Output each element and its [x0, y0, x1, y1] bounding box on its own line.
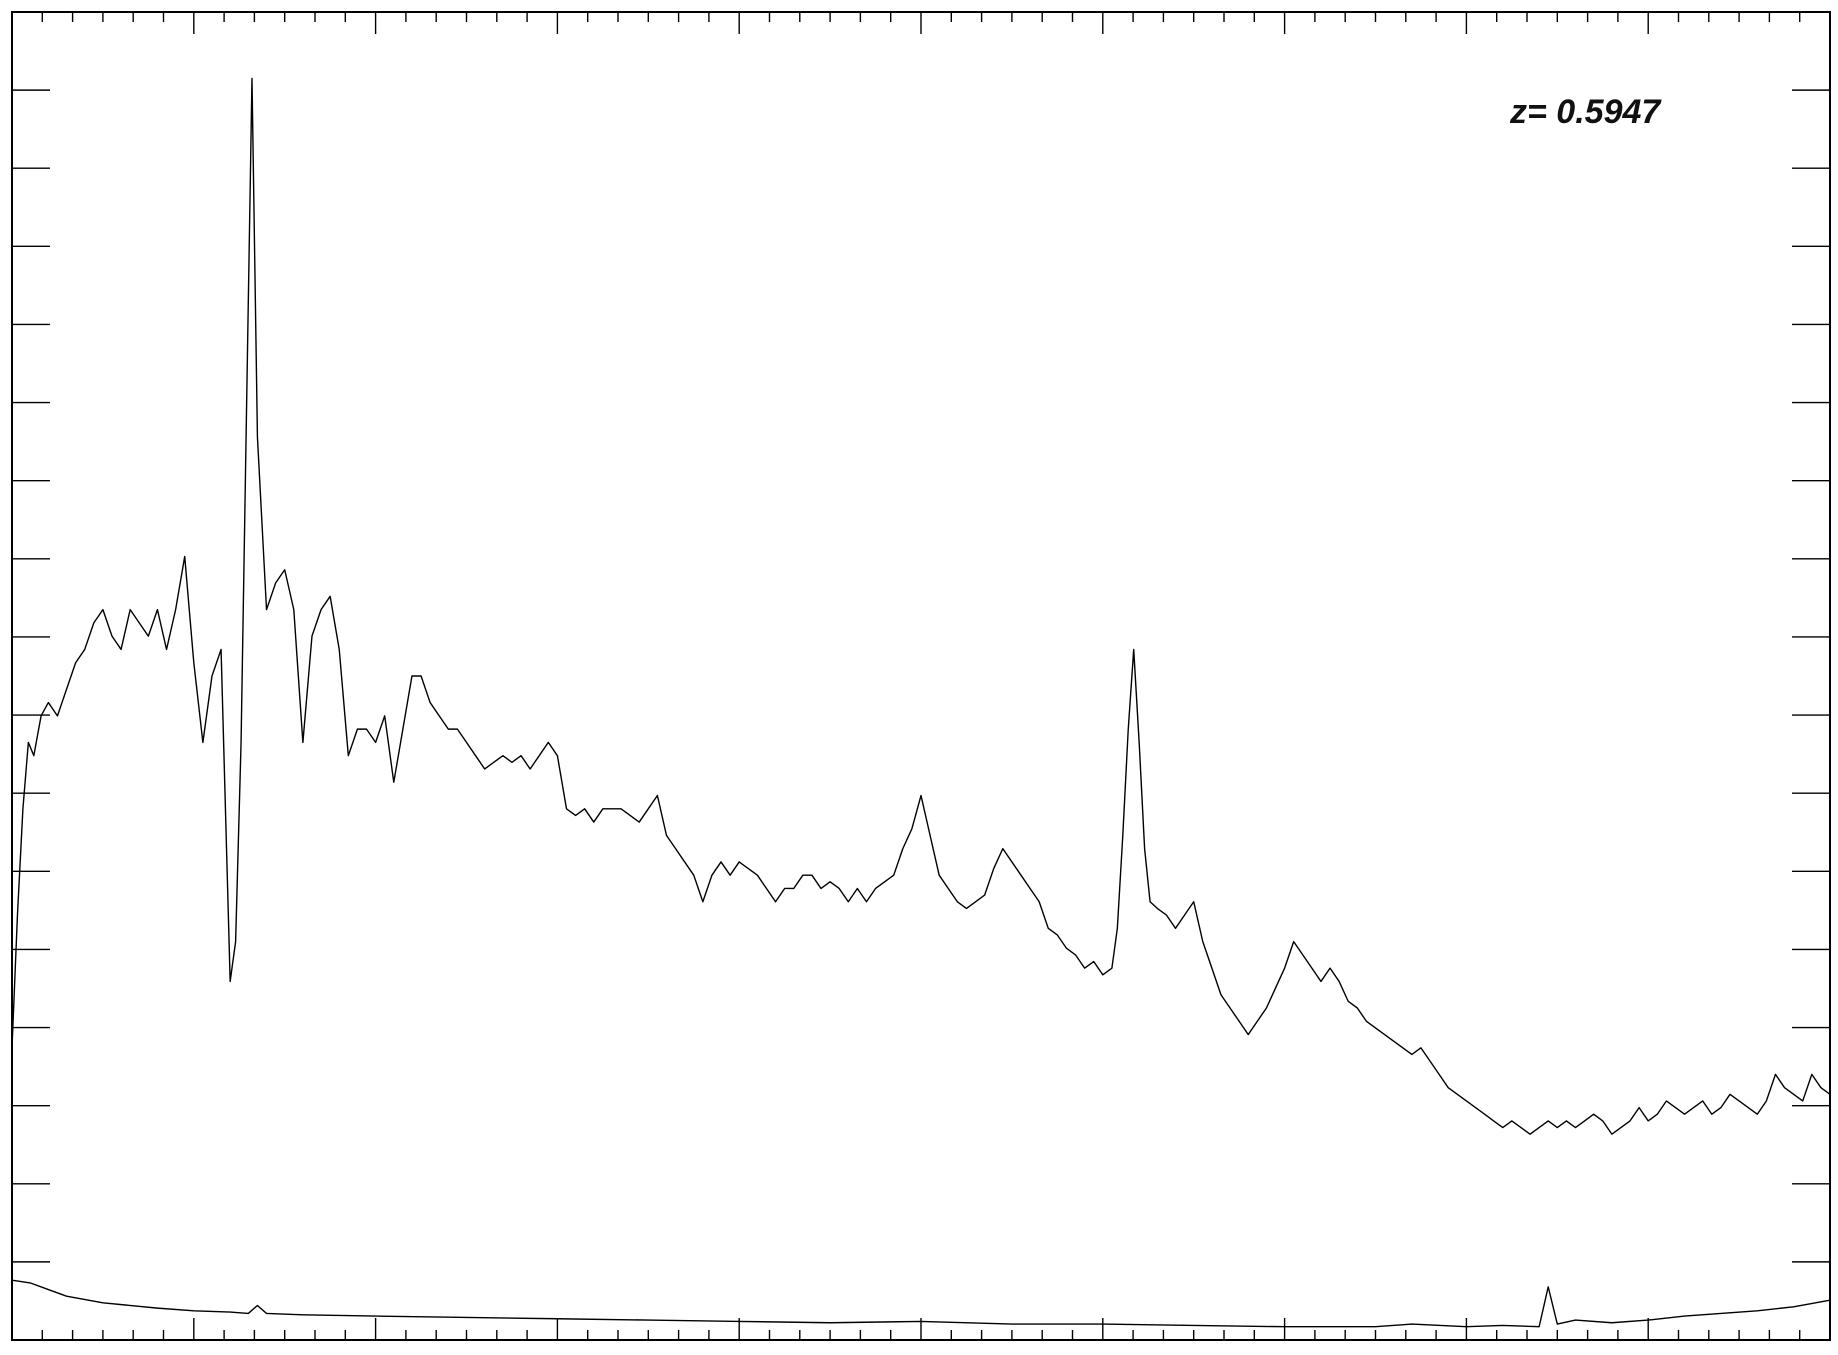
spectrum-series	[11, 77, 1831, 1135]
axis-ticks	[11, 11, 1831, 1341]
redshift-annotation: z= 0.5947	[1509, 93, 1662, 131]
plot-frame	[11, 11, 1831, 1341]
series-layer	[11, 77, 1831, 1328]
error-series	[11, 1279, 1831, 1328]
